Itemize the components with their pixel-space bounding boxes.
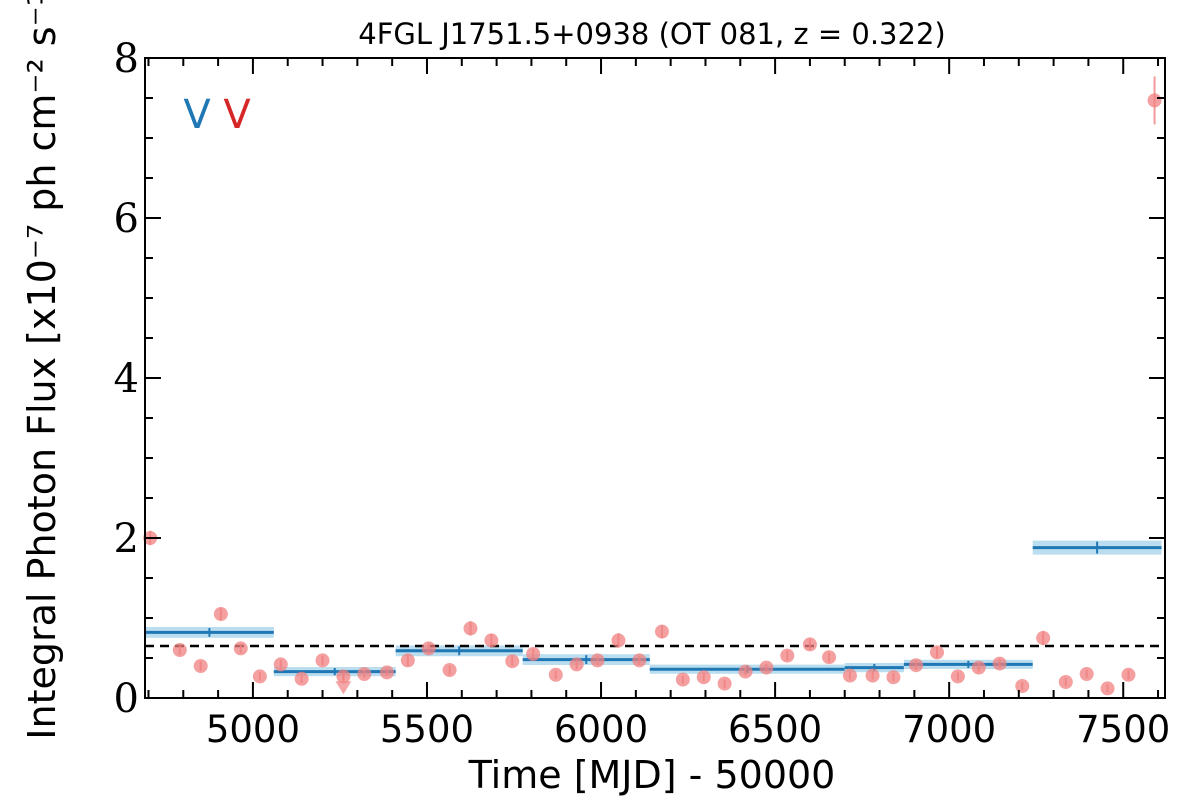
v-marker: V — [223, 92, 251, 138]
flux-point — [992, 656, 1007, 671]
flux-point — [193, 659, 208, 673]
axes: 0 2 4 6 8 5000 5500 6000 6500 7000 7500 — [114, 36, 1171, 751]
flux-point — [357, 667, 372, 681]
flux-point — [909, 658, 924, 673]
flux-point — [611, 633, 626, 648]
flux-point — [632, 653, 647, 668]
y-tick-label: 6 — [114, 196, 139, 242]
plot-frame — [144, 57, 1166, 699]
flux-point — [273, 657, 288, 672]
flux-point — [950, 669, 965, 684]
upper-limit-arrow — [335, 681, 352, 695]
flux-point — [421, 641, 436, 656]
flux-point — [294, 671, 309, 686]
flux-point — [526, 647, 541, 661]
flux-point — [505, 654, 520, 669]
x-tick-label: 5500 — [380, 708, 474, 751]
flux-point — [172, 643, 187, 657]
y-tick-label: 0 — [114, 676, 139, 722]
y-tick-label: 2 — [114, 516, 139, 562]
x-tick-label: 5000 — [206, 708, 300, 751]
flux-point — [717, 676, 732, 691]
flux-points — [143, 76, 1162, 696]
x-tick-label: 7500 — [1076, 708, 1170, 751]
flux-point — [1147, 93, 1162, 108]
flux-point — [463, 621, 478, 636]
flux-point — [696, 670, 711, 685]
flux-point — [929, 645, 944, 660]
flux-point — [865, 668, 880, 683]
flux-point — [780, 648, 795, 663]
y-axis-label: Integral Photon Flux [x10⁻⁷ ph cm⁻² s⁻¹] — [20, 0, 64, 740]
flux-point — [971, 660, 986, 675]
flux-point — [213, 607, 228, 621]
flux-point — [233, 641, 248, 656]
y-tick-label: 4 — [114, 356, 139, 402]
flux-point — [569, 657, 584, 672]
flux-point — [886, 670, 901, 685]
flux-point — [1079, 667, 1094, 681]
flux-point — [379, 665, 394, 680]
flux-point — [442, 663, 457, 677]
flux-point — [738, 664, 753, 679]
bayesian-blocks — [145, 540, 1162, 677]
flux-point — [400, 653, 415, 668]
flux-point — [654, 624, 669, 639]
flux-point — [1015, 679, 1030, 693]
chart-title: 4FGL J1751.5+0938 (OT 081, z = 0.322) — [358, 17, 945, 51]
flux-point — [842, 668, 857, 683]
flux-point — [1121, 667, 1136, 682]
v-marker: V — [183, 92, 211, 138]
flux-point — [675, 672, 690, 687]
flux-point — [759, 660, 774, 675]
x-tick-label: 6000 — [554, 708, 648, 751]
flux-point — [822, 650, 837, 665]
flux-point — [802, 637, 817, 652]
flux-point — [590, 653, 605, 668]
x-axis-label: Time [MJD] - 50000 — [468, 753, 836, 797]
flux-point — [252, 669, 267, 684]
flux-point — [315, 653, 330, 668]
y-tick-label: 8 — [114, 36, 139, 82]
x-tick-label: 7000 — [902, 708, 996, 751]
x-tick-label: 6500 — [728, 708, 822, 751]
flux-point — [484, 633, 499, 648]
flux-point — [1036, 631, 1051, 645]
flux-point — [1100, 681, 1115, 696]
flux-point — [1058, 675, 1073, 689]
flux-point — [548, 667, 563, 682]
